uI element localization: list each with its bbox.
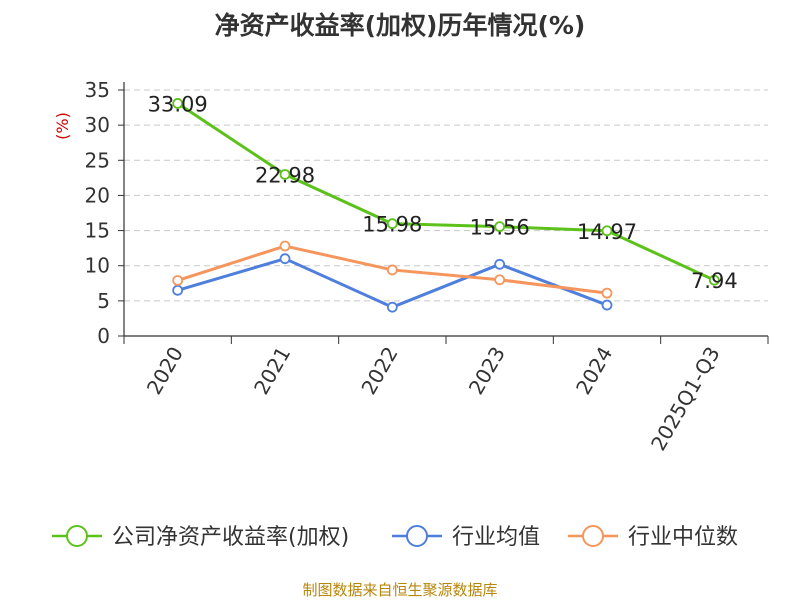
data-point — [601, 299, 613, 311]
y-tick-label: 10 — [85, 254, 110, 278]
legend: 公司净资产收益率(加权) 行业均值 行业中位数 — [52, 525, 738, 550]
x-tick-label: 2025Q1-Q3 — [646, 343, 725, 455]
y-tick-label: 30 — [85, 113, 110, 137]
grid-lines — [124, 89, 768, 302]
x-tick-label: 2020 — [142, 343, 188, 399]
x-tick-label: 2021 — [249, 343, 295, 399]
legend-marker — [582, 525, 604, 547]
data-labels: 33.09 22.98 15.98 15.56 14.97 7.94 — [148, 92, 738, 293]
tick-labels: 0 5 10 15 20 25 30 35 2020 2021 2022 2023 2024 2025Q1… — [85, 78, 725, 455]
x-tick-label: 2024 — [571, 343, 617, 399]
data-point — [494, 258, 506, 270]
source-note: 制图数据来自恒生聚源数据库 — [302, 581, 498, 599]
data-point — [279, 240, 291, 252]
data-label: 14.97 — [577, 220, 637, 244]
y-axis-label: (%) — [53, 112, 72, 140]
axes — [118, 82, 769, 344]
data-point — [494, 221, 506, 233]
y-tick-label: 0 — [97, 324, 110, 348]
data-point — [601, 225, 613, 237]
data-point — [279, 253, 291, 265]
x-tick-label: 2022 — [356, 343, 402, 399]
data-label: 15.98 — [362, 213, 422, 237]
data-label: 7.94 — [691, 269, 738, 293]
legend-label: 行业中位数 — [628, 525, 738, 550]
x-tick-label: 2023 — [464, 342, 510, 398]
data-point — [601, 287, 613, 299]
data-label: 15.56 — [470, 216, 530, 240]
chart-title: 净资产收益率(加权)历年情况(%) — [214, 11, 586, 40]
y-tick-label: 20 — [85, 183, 110, 207]
series-lines — [172, 98, 720, 313]
data-point — [172, 275, 184, 286]
legend-label: 行业均值 — [452, 525, 540, 550]
data-point — [386, 264, 398, 276]
series-line — [176, 102, 715, 282]
legend-marker — [66, 525, 88, 547]
legend-marker — [406, 525, 428, 547]
y-tick-label: 15 — [85, 219, 110, 243]
data-point — [708, 274, 720, 286]
y-tick-label: 25 — [85, 148, 110, 172]
y-tick-label: 35 — [85, 78, 110, 102]
data-point — [172, 284, 184, 296]
data-point — [494, 274, 506, 286]
data-point — [386, 301, 398, 313]
data-point — [172, 98, 184, 109]
data-label: 33.09 — [148, 92, 208, 116]
data-point — [279, 169, 291, 180]
legend-label: 公司净资产收益率(加权) — [112, 525, 349, 550]
y-tick-label: 5 — [97, 289, 110, 313]
data-point — [386, 218, 398, 230]
data-label: 22.98 — [255, 163, 315, 187]
